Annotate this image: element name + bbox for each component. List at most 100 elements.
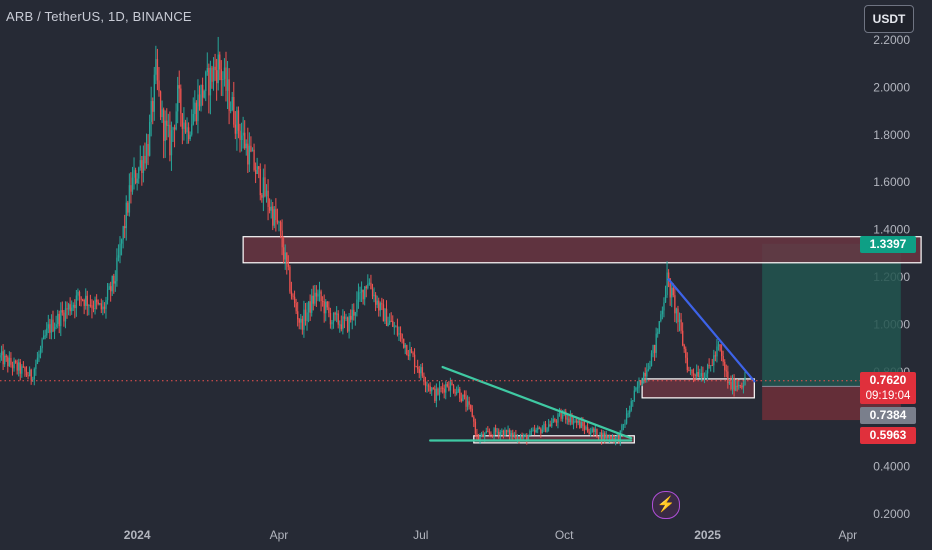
candle-body <box>615 436 617 441</box>
candle-body <box>513 434 516 436</box>
candle-body <box>420 367 422 374</box>
candle-body <box>300 318 302 323</box>
candle-body <box>722 356 724 362</box>
candle-body <box>735 385 737 391</box>
candle-body <box>52 319 54 332</box>
candle-body <box>452 385 455 393</box>
candle-body <box>265 190 268 197</box>
candle-body <box>569 415 572 423</box>
candle-body <box>586 427 589 432</box>
candle-body <box>16 362 18 371</box>
candle-body <box>150 101 152 122</box>
candle-body <box>332 312 335 323</box>
candle-body <box>572 421 575 424</box>
candle-body <box>652 345 654 354</box>
candle-body <box>403 338 405 348</box>
candle-body <box>611 437 614 440</box>
candle-body <box>694 374 696 377</box>
currency-button[interactable]: USDT <box>864 5 914 33</box>
candle-body <box>127 202 129 213</box>
candle-body <box>194 102 196 114</box>
candle-body <box>739 384 742 386</box>
candle-body <box>495 428 497 432</box>
candle-body <box>680 319 682 331</box>
candle-body <box>78 291 81 297</box>
candle-body <box>156 59 159 81</box>
candle-body <box>540 428 542 434</box>
candle-body <box>549 424 551 427</box>
candle-body <box>682 330 684 346</box>
candle-body <box>41 339 43 349</box>
candle-body <box>74 304 76 309</box>
candle-body <box>610 435 612 440</box>
candle-body <box>339 324 341 326</box>
candle-body <box>144 155 146 164</box>
candle-body <box>234 124 237 134</box>
candle-body <box>116 257 118 282</box>
candle-body <box>295 303 297 312</box>
candle-body <box>560 413 562 419</box>
candle-body <box>507 429 509 433</box>
candle-body <box>524 434 526 436</box>
candle-body <box>200 84 202 107</box>
stop-price-tag: 0.5963 <box>860 427 916 444</box>
candle-body <box>117 255 120 258</box>
candle-body <box>13 360 15 369</box>
candle-body <box>590 432 592 435</box>
candle-body <box>649 366 651 370</box>
candle-body <box>219 54 221 70</box>
candle-body <box>427 385 430 387</box>
y-tick-label: 1.6000 <box>873 175 910 189</box>
candle-body <box>211 67 213 82</box>
candle-body <box>582 422 584 427</box>
candle-body <box>145 144 148 164</box>
candle-body <box>311 295 313 313</box>
candle-body <box>685 348 687 358</box>
candle-countdown: 09:19:04 <box>865 390 911 402</box>
candle-body <box>574 420 576 422</box>
candle-body <box>591 428 593 433</box>
candle-body <box>438 387 441 395</box>
candle-body <box>736 385 738 387</box>
candle-body <box>593 428 595 433</box>
candle-body <box>442 387 444 389</box>
candle-body <box>19 362 21 374</box>
y-tick-label: 0.2000 <box>873 507 910 521</box>
candle-body <box>568 418 570 423</box>
candle-body <box>647 369 650 371</box>
candle-body <box>322 301 324 302</box>
candle-body <box>490 433 492 435</box>
candle-body <box>599 432 601 439</box>
candle-body <box>237 110 240 131</box>
candle-body <box>579 420 581 428</box>
current-price-tag: 0.7620 09:19:04 <box>860 372 916 404</box>
candle-body <box>605 434 607 439</box>
target-area <box>762 243 901 387</box>
candle-body <box>493 428 495 437</box>
candle-body <box>699 376 701 377</box>
candle-body <box>697 372 699 377</box>
candle-body <box>741 385 743 388</box>
candle-body <box>35 363 37 370</box>
candle-body <box>521 436 523 438</box>
candle-body <box>125 202 127 229</box>
candle-body <box>635 387 637 391</box>
candle-body <box>281 230 283 248</box>
x-tick-label: Apr <box>838 528 857 542</box>
candle-body <box>585 427 587 430</box>
candle-body <box>448 386 450 391</box>
candle-body <box>477 436 480 440</box>
candle-body <box>627 413 629 415</box>
lightning-icon[interactable]: ⚡ <box>652 491 680 519</box>
candle-body <box>161 109 163 118</box>
candle-body <box>183 122 185 129</box>
candle-body <box>317 293 319 297</box>
candle-body <box>166 120 168 126</box>
candle-body <box>487 430 489 432</box>
candle-body <box>226 79 229 91</box>
candle-body <box>43 335 45 340</box>
candle-body <box>512 433 514 436</box>
candle-body <box>504 429 506 437</box>
